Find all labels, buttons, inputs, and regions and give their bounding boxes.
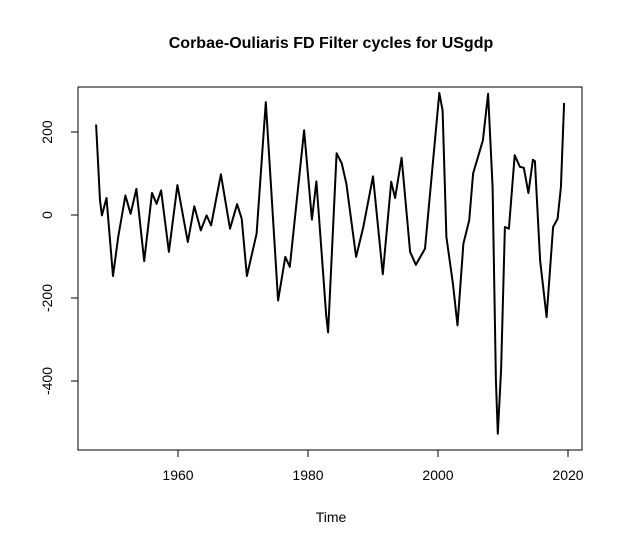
x-tick-label: 1960 <box>162 467 193 483</box>
y-tick-label: 200 <box>39 120 55 144</box>
y-tick-label: 0 <box>39 211 55 219</box>
x-axis: 1960 1980 2000 2020 <box>162 449 584 483</box>
x-tick-label: 1980 <box>292 467 323 483</box>
y-tick-label: -400 <box>39 367 55 395</box>
series-line <box>95 92 566 435</box>
x-tick-label: 2000 <box>422 467 453 483</box>
x-tick-label: 2020 <box>552 467 583 483</box>
chart-title: Corbae-Ouliaris FD Filter cycles for USg… <box>169 35 494 52</box>
y-axis: -400 -200 0 200 <box>39 120 79 395</box>
plot-box <box>77 86 583 451</box>
y-tick-label: -200 <box>39 284 55 312</box>
x-axis-label: Time <box>316 509 347 525</box>
